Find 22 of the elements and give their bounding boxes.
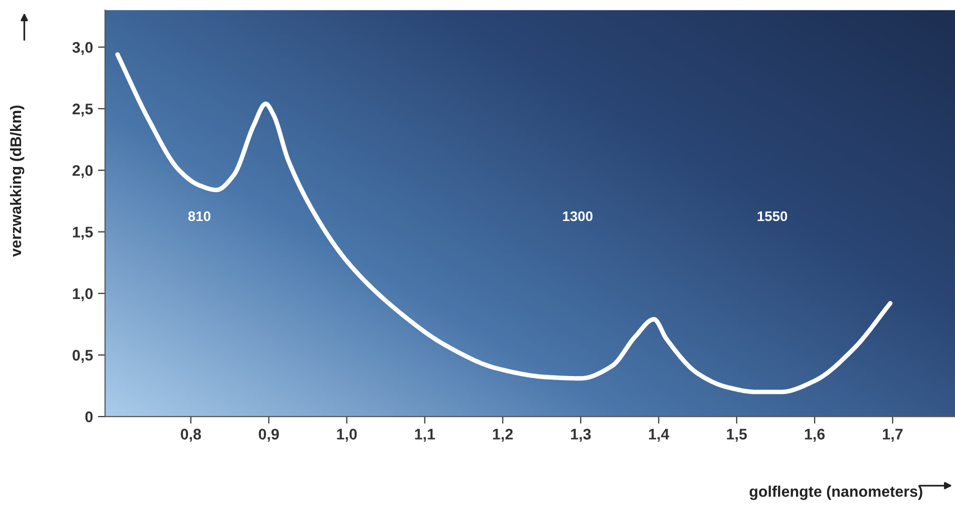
annotation: 1550 [758, 211, 788, 222]
annotation: 1300 [563, 211, 593, 222]
x-tick-label: 0,9 [258, 428, 279, 442]
x-tick-label: 1,3 [571, 428, 591, 442]
x-tick-label: 1,6 [804, 428, 825, 442]
x-tick-label: 1,5 [727, 428, 747, 442]
y-axis-title: verzwakking (dB/km) [10, 106, 24, 257]
annotation: 810 [188, 211, 210, 222]
x-tick-label: 1,4 [649, 428, 670, 442]
y-tick-label: 0 [85, 411, 93, 422]
y-tick-label: 1,5 [72, 226, 93, 240]
y-tick-label: 1,0 [72, 288, 93, 302]
y-tick-label: 0,5 [72, 350, 93, 363]
x-axis-title: golflengte (nanometers) [750, 486, 922, 500]
x-tick-label: 1,2 [493, 428, 513, 442]
y-tick-label: 2,5 [72, 104, 93, 117]
x-tick-label: 0,8 [180, 428, 201, 442]
x-tick-label: 1,0 [337, 428, 357, 442]
x-tick-label: 1,1 [415, 428, 435, 442]
x-tick-label: 1,7 [882, 428, 903, 442]
y-tick-label: 3,0 [72, 42, 93, 56]
y-tick-label: 2,0 [72, 165, 93, 178]
